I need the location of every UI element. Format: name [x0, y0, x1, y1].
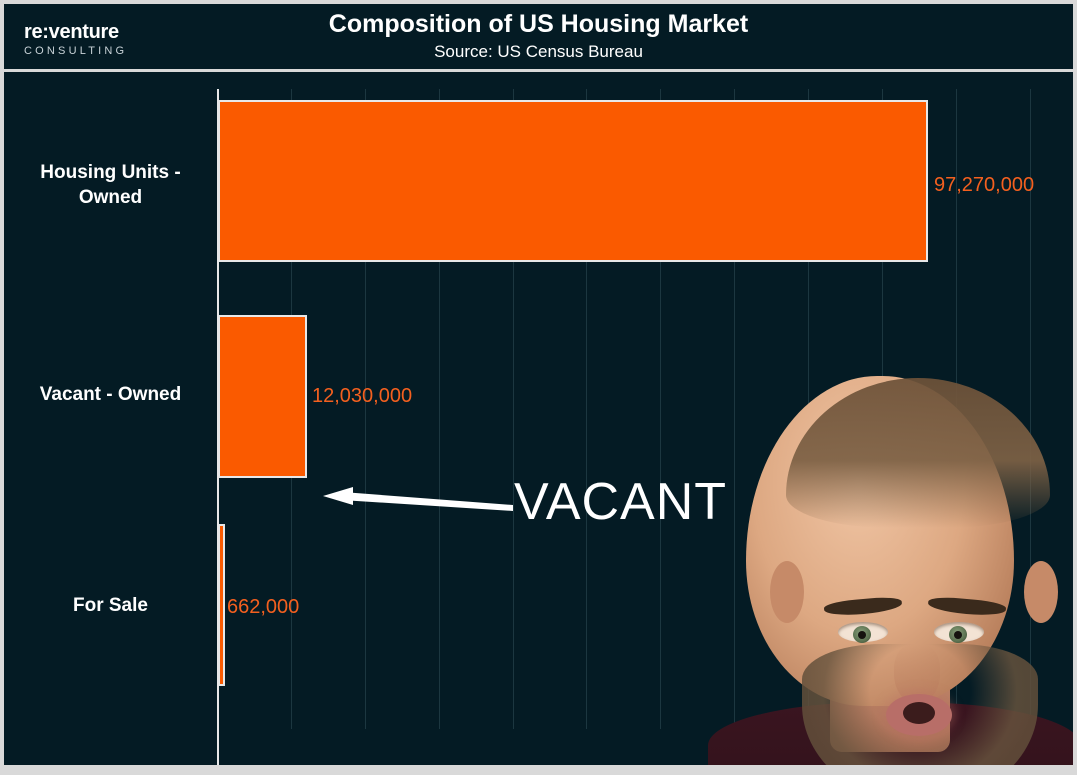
webcam-eye-right [934, 622, 984, 643]
bar-housing-units-owned[interactable] [218, 100, 928, 262]
webcam-mouth-opening [903, 702, 935, 724]
webcam-pupil-right [954, 631, 962, 639]
webcam-head [746, 376, 1058, 771]
webcam-iris-left [853, 626, 871, 643]
webcam-iris-right [949, 626, 967, 643]
bar-value-housing-units-owned: 97,270,000 [934, 174, 1035, 196]
bar-vacant-owned[interactable] [218, 315, 307, 478]
logo-primary-text: re:venture [24, 21, 119, 43]
gridline [660, 89, 661, 729]
webcam-eyebrow-right [927, 595, 1007, 618]
gridline [513, 89, 514, 729]
gridline [439, 89, 440, 729]
gridline [734, 89, 735, 729]
bar-for-sale[interactable] [218, 524, 225, 686]
page-subtitle: Source: US Census Bureau [434, 42, 643, 61]
webcam-mouth [886, 694, 952, 736]
bar-value-for-sale: 662,000 [227, 596, 300, 618]
bottom-border-strip [4, 765, 1073, 771]
y-axis-label-for-sale: For Sale [73, 595, 148, 616]
webcam-ear-left [770, 561, 804, 623]
y-axis-label-housing-units-owned: Housing Units - Owned [40, 162, 181, 208]
webcam-pupil-left [858, 631, 866, 639]
gridline [365, 89, 366, 729]
webcam-overlay [708, 372, 1073, 771]
page-title: Composition of US Housing Market [328, 10, 749, 38]
logo-secondary-text: CONSULTING [24, 45, 128, 57]
webcam-eye-left [838, 622, 888, 643]
webcam-eyebrow-left [823, 595, 903, 618]
left-arrow-icon [323, 487, 513, 511]
chart-header: re:venture CONSULTING Composition of US … [4, 4, 1073, 72]
gridline [1030, 89, 1031, 729]
bar-value-vacant-owned: 12,030,000 [312, 385, 413, 407]
gridline [586, 89, 587, 729]
y-axis-label-vacant-owned: Vacant - Owned [39, 384, 182, 405]
plot-area: Housing Units - Owned 97,270,000 Vacant … [8, 72, 1073, 771]
webcam-ear-right [1024, 561, 1058, 623]
brand-logo: re:venture CONSULTING [24, 22, 127, 57]
webcam-hair [786, 378, 1050, 528]
vacant-annotation-label: VACANT [514, 473, 728, 531]
